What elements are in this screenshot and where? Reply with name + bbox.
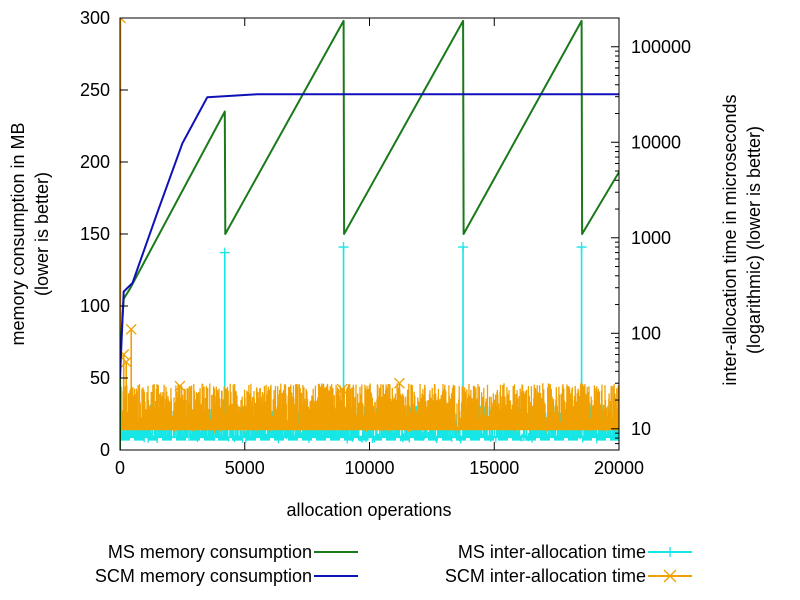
y-tick-label-left: 0 — [100, 440, 110, 460]
series-marker-plus — [219, 247, 230, 258]
series-marker-plus — [338, 242, 349, 253]
legend-label: SCM memory consumption — [95, 566, 312, 586]
y-tick-label-right: 100 — [631, 323, 661, 343]
series-marker-cross — [120, 356, 132, 368]
legend-label: SCM inter-allocation time — [445, 566, 646, 586]
y-tick-label-left: 50 — [90, 368, 110, 388]
x-tick-label: 20000 — [594, 458, 644, 478]
y-axis-right: 10 100 1000 10000 100000 — [611, 17, 691, 451]
x-tick-label: 15000 — [469, 458, 519, 478]
y-axis-right-label: inter-allocation time in microseconds (l… — [720, 94, 764, 385]
series-marker-cross — [174, 380, 186, 392]
y-axis-left-label: memory consumption in MB (lower is bette… — [8, 122, 52, 345]
y-tick-label-left: 250 — [80, 80, 110, 100]
legend-item: MS inter-allocation time — [458, 542, 692, 562]
y-tick-label-right: 10000 — [631, 132, 681, 152]
y-axis-left-label-line-2: (lower is better) — [32, 172, 52, 296]
plot-frame — [119, 17, 620, 451]
y-tick-label-right: 100000 — [631, 37, 691, 57]
series-marker-cross — [125, 323, 137, 335]
y-axis-left: 0 50 100 150 200 250 300 — [80, 8, 128, 460]
series-marker-cross — [336, 383, 348, 395]
y-tick-label-right: 10 — [631, 419, 651, 439]
y-tick-label-right: 1000 — [631, 228, 671, 248]
y-axis-right-label-line-1: inter-allocation time in microseconds — [720, 94, 740, 385]
legend-label: MS inter-allocation time — [458, 542, 646, 562]
y-tick-label-left: 200 — [80, 152, 110, 172]
x-axis-label: allocation operations — [286, 500, 451, 520]
legend: MS memory consumption SCM memory consumpt… — [95, 542, 692, 586]
legend-item: SCM memory consumption — [95, 566, 358, 586]
legend-marker-plus — [665, 547, 675, 557]
x-tick-label: 0 — [115, 458, 125, 478]
series-marker-plus — [458, 242, 469, 253]
x-tick-label: 10000 — [344, 458, 394, 478]
x-tick-label: 5000 — [225, 458, 265, 478]
series-scm-memory-consumption — [120, 93, 619, 379]
series-marker-cross — [120, 18, 126, 24]
series-marker-cross — [393, 377, 405, 389]
y-axis-right-label-line-2: (logarithmic) (lower is better) — [744, 126, 764, 354]
x-axis: 0 5000 10000 15000 20000 — [115, 18, 644, 478]
series-scm-inter-allocation-time — [120, 18, 619, 434]
legend-marker-cross — [663, 569, 677, 583]
legend-label: MS memory consumption — [108, 542, 312, 562]
y-tick-label-left: 100 — [80, 296, 110, 316]
plot-area — [120, 18, 619, 450]
y-tick-label-left: 300 — [80, 8, 110, 28]
y-tick-label-left: 150 — [80, 224, 110, 244]
y-axis-left-label-line-1: memory consumption in MB — [8, 122, 28, 345]
legend-item: MS memory consumption — [108, 542, 358, 562]
legend-item: SCM inter-allocation time — [445, 566, 692, 586]
series-noise-impulses — [120, 383, 619, 434]
series-marker-plus — [576, 242, 587, 253]
